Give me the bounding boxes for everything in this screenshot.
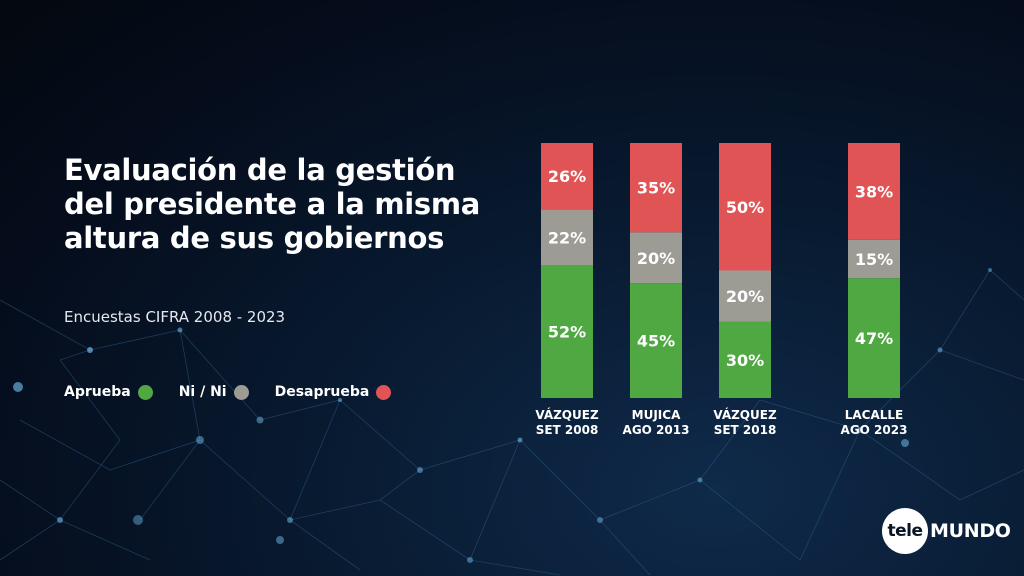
legend-label-desaprueba: Desaprueba — [274, 384, 370, 400]
legend-item-ni-ni: Ni / Ni — [179, 384, 249, 400]
data-label-aprueba-4: 47% — [855, 329, 893, 348]
data-label-desaprueba-2: 35% — [637, 179, 675, 198]
bar-segment-ni-ni-2 — [630, 232, 682, 284]
category-label-2-line1: MUJICA — [632, 408, 681, 422]
legend-dot-desaprueba — [376, 384, 392, 400]
data-label-ni-ni-4: 15% — [855, 250, 893, 269]
bar-segment-aprueba-4 — [848, 278, 900, 398]
bar-segment-ni-ni-1 — [541, 209, 593, 266]
bar-segment-desaprueba-4 — [848, 143, 900, 240]
bar-segment-aprueba-3 — [719, 321, 771, 398]
category-label-2-line2: AGO 2013 — [623, 423, 690, 437]
bar-segment-ni-ni-4 — [848, 239, 900, 279]
data-label-desaprueba-4: 38% — [855, 182, 893, 201]
telemundo-logo: tele MUNDO — [882, 508, 1011, 554]
legend-dot-ni-ni — [233, 384, 249, 400]
chart-legend: Aprueba Ni / Ni Desaprueba — [64, 384, 417, 400]
legend-item-aprueba: Aprueba — [64, 384, 153, 400]
category-label-3-line1: VÁZQUEZ — [713, 407, 777, 422]
bar-segment-aprueba-2 — [630, 283, 682, 398]
category-label-4-line2: AGO 2023 — [841, 423, 908, 437]
legend-dot-aprueba — [137, 384, 153, 400]
data-label-ni-ni-2: 20% — [637, 249, 675, 268]
category-label-1-line2: SET 2008 — [536, 423, 599, 437]
legend-label-aprueba: Aprueba — [64, 384, 131, 400]
bar-segment-desaprueba-1 — [541, 143, 593, 210]
bar-segment-aprueba-1 — [541, 265, 593, 398]
data-label-desaprueba-1: 26% — [548, 167, 586, 186]
logo-text: MUNDO — [930, 520, 1011, 542]
data-label-aprueba-1: 52% — [548, 323, 586, 342]
data-label-aprueba-2: 45% — [637, 332, 675, 351]
logo-circle: tele — [882, 508, 928, 554]
bar-segment-desaprueba-2 — [630, 143, 682, 233]
data-label-aprueba-3: 30% — [726, 351, 764, 370]
bar-segment-desaprueba-3 — [719, 143, 771, 271]
category-label-3-line2: SET 2018 — [714, 423, 777, 437]
legend-label-ni-ni: Ni / Ni — [178, 384, 227, 400]
subtitle: Encuestas CIFRA 2008 - 2023 — [64, 308, 286, 326]
legend-item-desaprueba: Desaprueba — [275, 384, 392, 400]
data-label-ni-ni-1: 22% — [548, 228, 586, 247]
bar-segment-ni-ni-3 — [719, 270, 771, 322]
data-label-desaprueba-3: 50% — [726, 198, 764, 217]
category-label-1-line1: VÁZQUEZ — [535, 407, 599, 422]
data-label-ni-ni-3: 20% — [726, 287, 764, 306]
page-title: Evaluación de la gestión del presidente … — [64, 153, 481, 255]
category-label-4-line1: LACALLE — [845, 408, 904, 422]
